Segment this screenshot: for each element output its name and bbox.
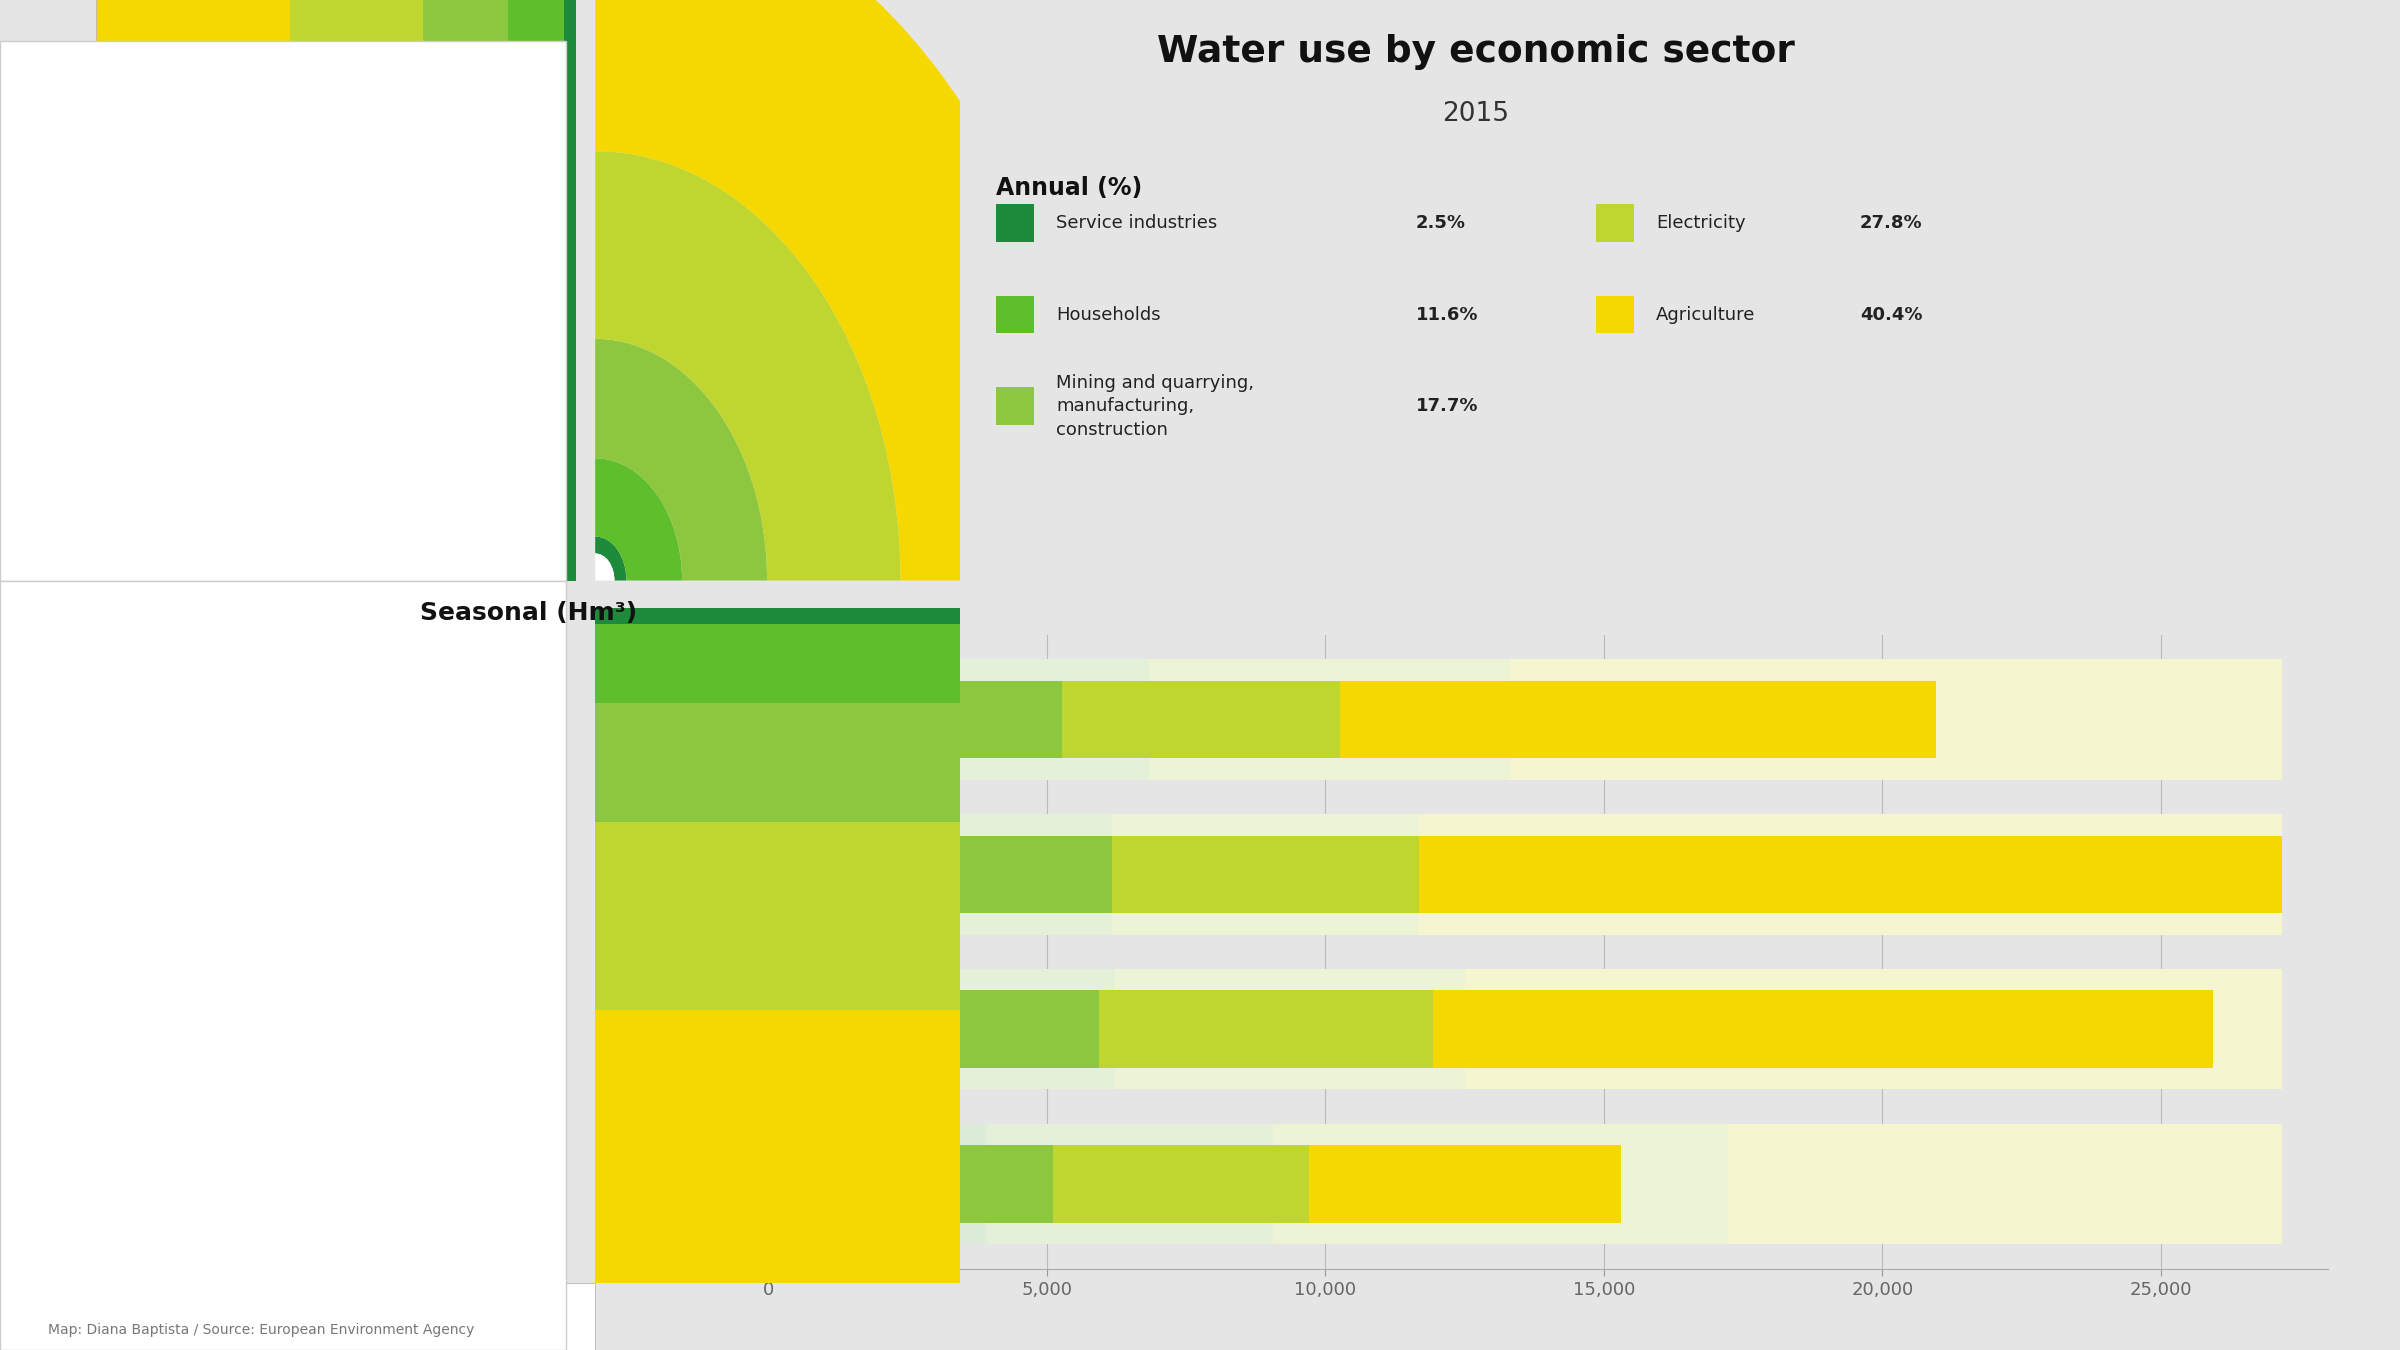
Bar [794,814,917,934]
Text: Annual (%): Annual (%) [996,176,1142,200]
Bar [792,991,910,1068]
Wedge shape [595,0,1094,580]
Bar [768,680,790,759]
Bar [1111,814,1418,934]
Bar [595,703,960,822]
Wedge shape [595,151,900,580]
Bar [1114,969,1464,1089]
Bar [768,814,794,934]
Bar [1054,1145,1308,1223]
Bar [290,0,422,580]
Bar [931,659,1150,780]
Bar [1418,836,2282,913]
Bar [595,822,960,1010]
Bar [890,1145,1054,1223]
Text: Mining and quarrying,
manufacturing,
construction: Mining and quarrying, manufacturing, con… [1056,374,1255,439]
Bar [917,814,1111,934]
Text: Agriculture: Agriculture [1656,305,1754,324]
Text: Water use by economic sector: Water use by economic sector [1157,34,1795,70]
Wedge shape [595,339,768,580]
Text: 27.8%: 27.8% [1860,213,1922,232]
Bar [422,0,509,580]
Bar [1433,991,2213,1068]
Text: Electricity: Electricity [1656,213,1745,232]
Bar [804,1123,986,1245]
Bar [595,608,960,624]
Bar [794,659,931,780]
Bar [0,580,566,1350]
Bar [1339,680,1937,759]
Bar [1728,1123,2282,1245]
Bar [576,0,595,580]
Bar [768,991,792,1068]
Bar [787,1145,890,1223]
Bar [0,40,566,580]
Wedge shape [595,554,614,580]
Text: Seasonal (Hm³): Seasonal (Hm³) [420,601,636,625]
Bar [1274,1123,1728,1245]
Polygon shape [576,554,595,580]
Bar [564,0,576,580]
Bar [794,969,917,1089]
Bar [1150,659,1510,780]
Text: Service industries: Service industries [1056,213,1217,232]
Bar [1510,659,2282,780]
Bar [595,1010,960,1282]
Bar [595,580,960,608]
Bar [1308,1145,1620,1223]
Text: 11.6%: 11.6% [1416,305,1478,324]
Bar [1061,680,1339,759]
Wedge shape [595,554,614,580]
Bar [790,680,895,759]
Bar [96,0,290,580]
Bar [910,991,1099,1068]
Bar [917,836,1111,913]
Bar [509,0,564,580]
Bar [595,625,960,703]
Bar [768,836,794,913]
Bar [0,0,96,1350]
Wedge shape [595,537,626,580]
Text: 17.7%: 17.7% [1416,397,1478,416]
Bar [0,1282,595,1350]
Text: Map: Diana Baptista / Source: European Environment Agency: Map: Diana Baptista / Source: European E… [48,1323,475,1336]
Bar [1418,814,2282,934]
Bar [1464,969,2282,1089]
Bar [1111,836,1418,913]
Wedge shape [595,459,682,580]
Text: 2.5%: 2.5% [1416,213,1466,232]
Bar [1099,991,1433,1068]
Bar [917,969,1114,1089]
Text: 2015: 2015 [1442,101,1510,127]
Bar [794,836,917,913]
Text: Households: Households [1056,305,1162,324]
Text: 40.4%: 40.4% [1860,305,1922,324]
Bar [0,0,96,1350]
Bar [768,969,794,1089]
Bar [768,1123,804,1245]
Bar [768,1145,787,1223]
Bar [895,680,1061,759]
Bar [986,1123,1274,1245]
Bar [768,659,794,780]
